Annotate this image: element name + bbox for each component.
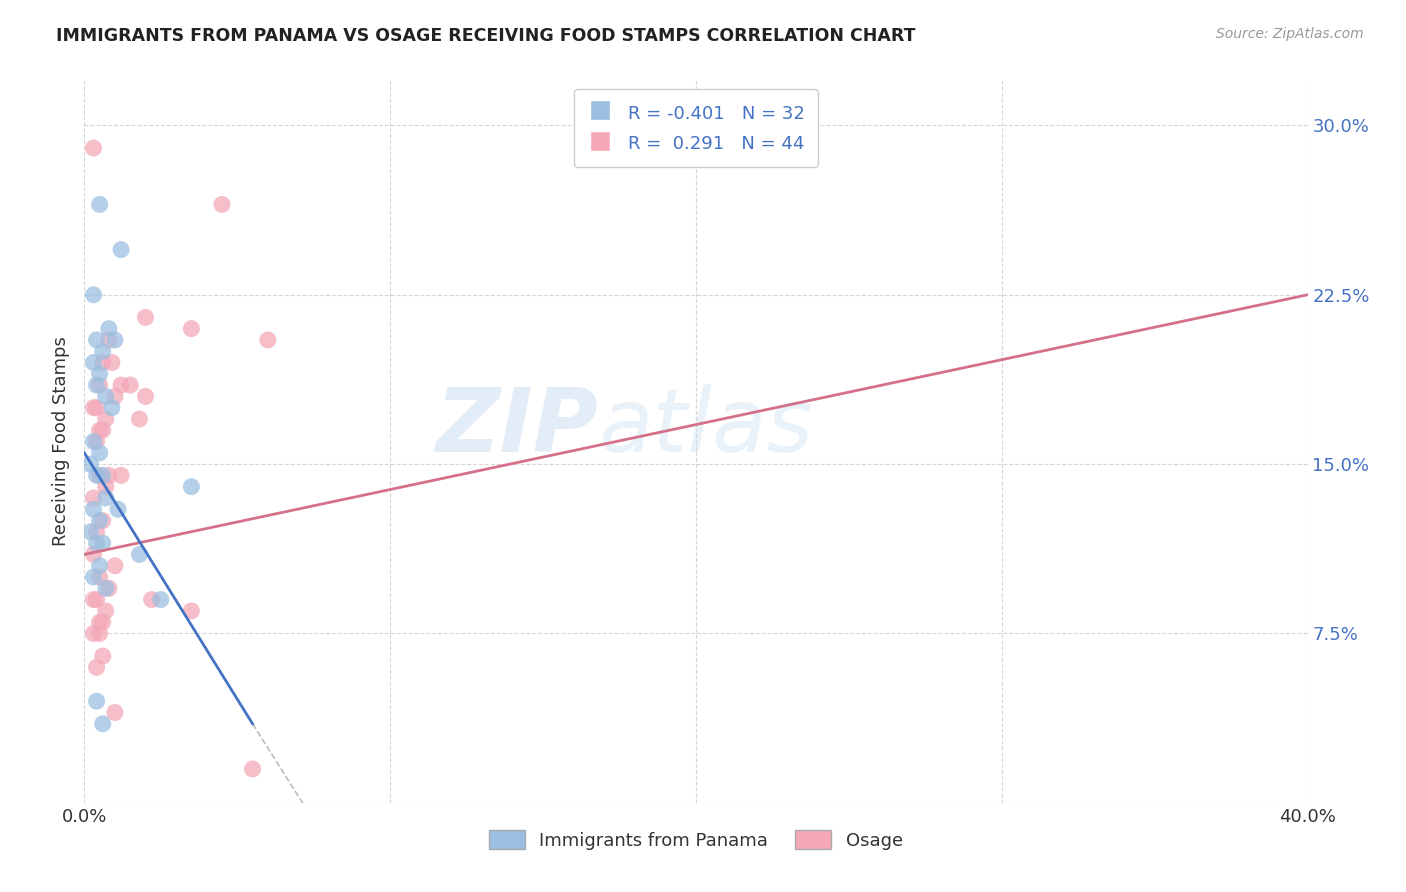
Point (91, 716, 114, 731)
Point (135, 389, 157, 403)
Point (79, 457, 101, 471)
Point (83, 502, 105, 516)
Point (83, 626, 105, 640)
Point (101, 401, 124, 415)
Point (89, 423, 111, 437)
Point (94, 604, 117, 618)
Point (211, 197, 233, 211)
Point (242, 762, 264, 776)
Point (86, 660, 108, 674)
Point (79, 524, 101, 539)
Point (180, 480, 202, 494)
Text: Source: ZipAtlas.com: Source: ZipAtlas.com (1216, 27, 1364, 41)
Point (128, 548, 150, 562)
Point (110, 468, 132, 483)
Point (83, 570, 105, 584)
Point (94, 480, 117, 494)
Point (91, 615, 114, 630)
Point (83, 401, 105, 415)
Point (83, 491, 105, 505)
Point (86, 333, 108, 347)
Point (86, 468, 108, 483)
Point (107, 502, 129, 516)
Point (89, 378, 111, 392)
Point (89, 558, 111, 573)
Point (97, 333, 120, 347)
Point (91, 355, 114, 369)
Point (128, 412, 150, 426)
Text: IMMIGRANTS FROM PANAMA VS OSAGE RECEIVING FOOD STAMPS CORRELATION CHART: IMMIGRANTS FROM PANAMA VS OSAGE RECEIVIN… (56, 27, 915, 45)
Point (104, 389, 127, 403)
Point (86, 592, 108, 607)
Point (86, 434, 108, 449)
Point (180, 604, 202, 618)
Point (89, 197, 111, 211)
Point (104, 333, 127, 347)
Point (89, 570, 111, 584)
Point (91, 468, 114, 483)
Point (110, 243, 132, 257)
Point (94, 389, 117, 403)
Point (86, 378, 108, 392)
Point (94, 491, 117, 505)
Point (120, 378, 142, 392)
Point (83, 434, 105, 449)
Point (91, 648, 114, 663)
Point (89, 367, 111, 381)
Point (89, 514, 111, 528)
Point (141, 592, 163, 607)
Point (149, 592, 172, 607)
Point (97, 468, 120, 483)
Point (86, 694, 108, 708)
Point (89, 468, 111, 483)
Point (89, 615, 111, 630)
Point (91, 423, 114, 437)
Point (91, 344, 114, 359)
Point (91, 514, 114, 528)
Legend: Immigrants from Panama, Osage: Immigrants from Panama, Osage (479, 822, 912, 859)
Point (83, 287, 105, 301)
Point (89, 446, 111, 460)
Point (97, 321, 120, 335)
Point (83, 548, 105, 562)
Point (86, 524, 108, 539)
Point (104, 558, 127, 573)
Point (180, 321, 202, 335)
Text: ZIP: ZIP (436, 384, 598, 471)
Point (104, 706, 127, 720)
Point (86, 536, 108, 550)
Point (110, 378, 132, 392)
Text: atlas: atlas (598, 384, 813, 470)
Point (257, 333, 280, 347)
Point (83, 355, 105, 369)
Point (101, 355, 124, 369)
Point (97, 582, 120, 596)
Point (86, 401, 108, 415)
Point (83, 141, 105, 155)
Point (91, 536, 114, 550)
Point (89, 626, 111, 640)
Point (135, 310, 157, 325)
Point (83, 592, 105, 607)
Point (94, 412, 117, 426)
Y-axis label: Receiving Food Stamps: Receiving Food Stamps (52, 336, 70, 547)
Point (94, 582, 117, 596)
